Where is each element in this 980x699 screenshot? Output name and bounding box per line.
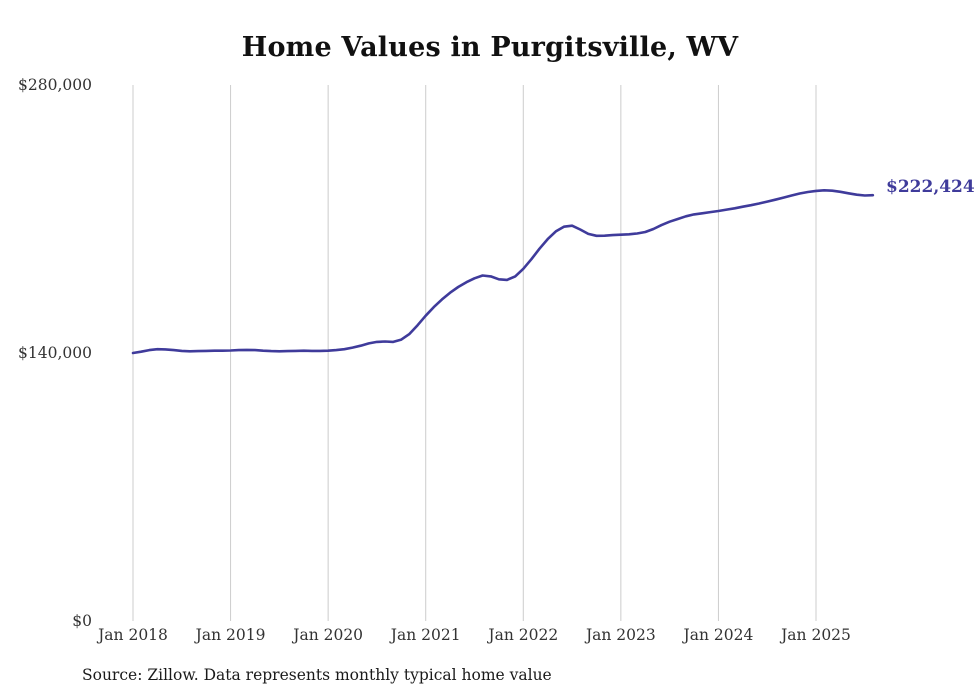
x-axis-tick-label: Jan 2024	[682, 626, 754, 644]
y-axis-tick-label: $0	[72, 612, 92, 630]
x-axis-tick-label: Jan 2019	[194, 626, 266, 644]
x-axis-tick-label: Jan 2022	[486, 626, 558, 644]
x-axis-tick-label: Jan 2020	[291, 626, 363, 644]
chart-title: Home Values in Purgitsville, WV	[241, 32, 739, 63]
x-axis-tick-label: Jan 2025	[779, 626, 851, 644]
x-axis-tick-label: Jan 2018	[96, 626, 168, 644]
end-value-label: $222,424	[886, 177, 975, 197]
y-axis-tick-label: $140,000	[18, 344, 92, 362]
x-axis-tick-label: Jan 2021	[389, 626, 461, 644]
source-note: Source: Zillow. Data represents monthly …	[82, 666, 552, 684]
series-line	[131, 189, 875, 355]
y-axis-tick-label: $280,000	[18, 76, 92, 94]
x-axis-tick-label: Jan 2023	[584, 626, 656, 644]
